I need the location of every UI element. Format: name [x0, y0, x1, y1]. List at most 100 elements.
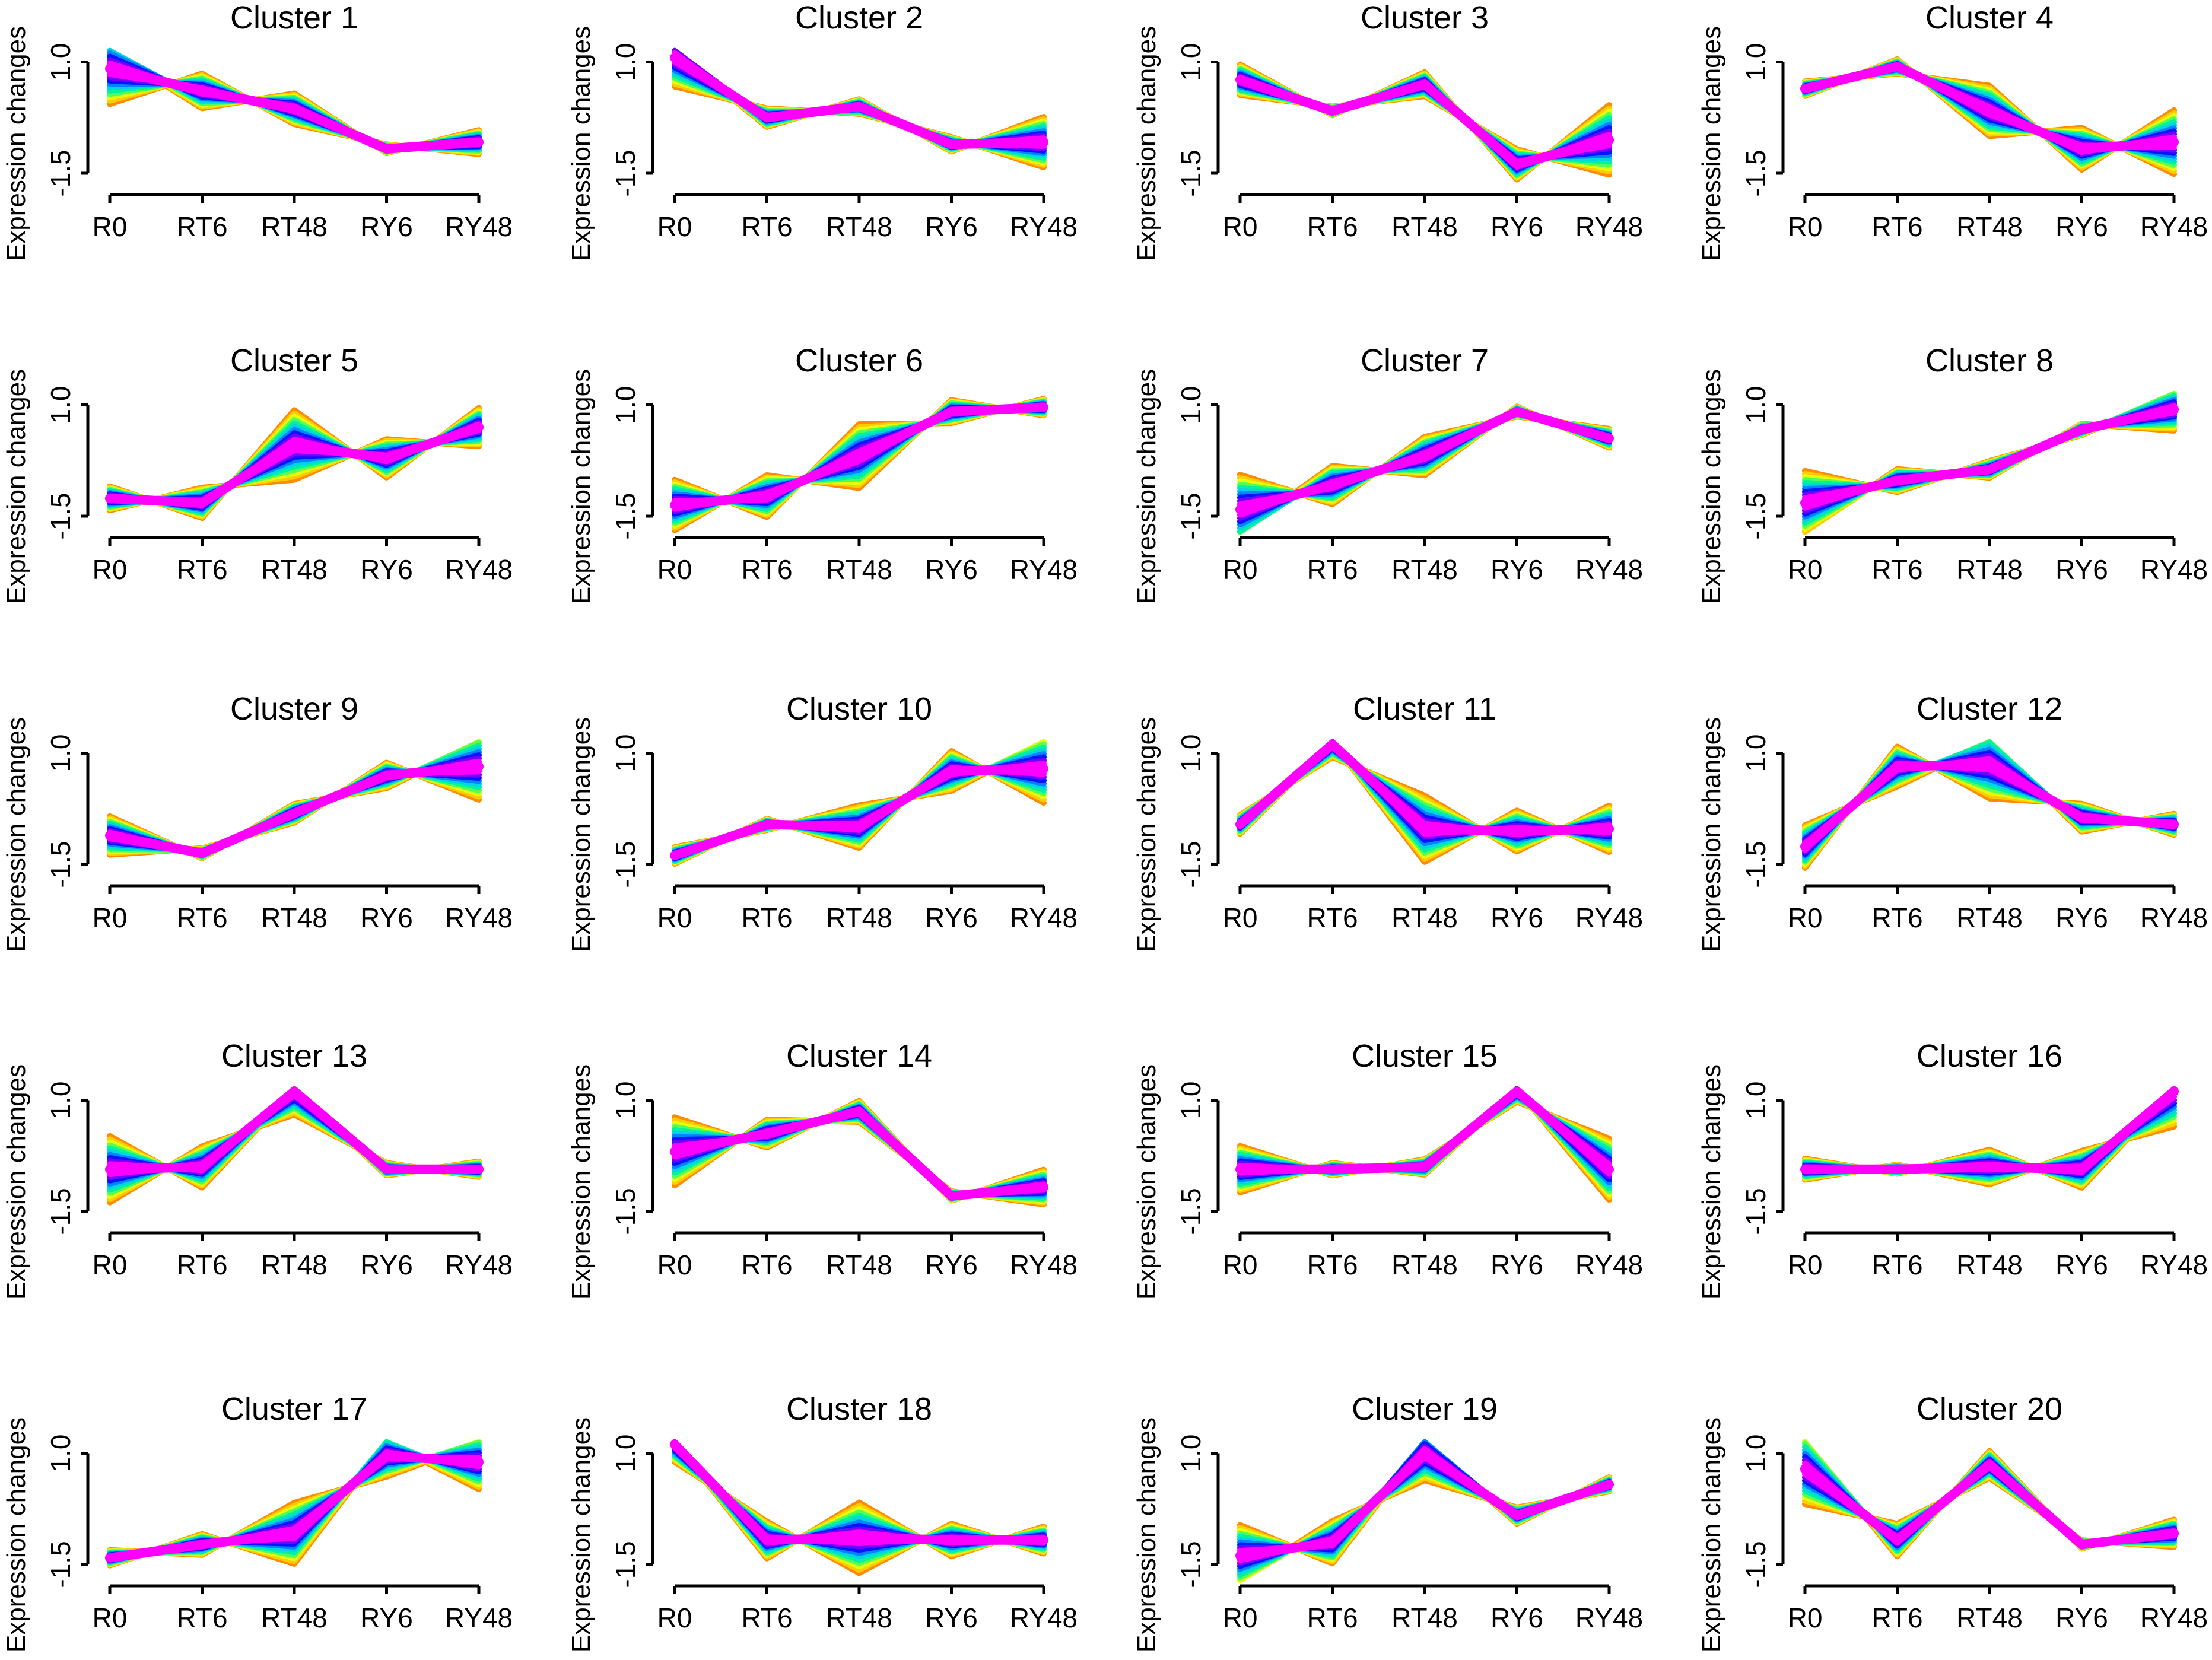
- x-tick-label: RT48: [1956, 554, 2023, 585]
- cluster-panel-13: Cluster 13 Expression changes 1.0 -1.5 R0 RT6…: [2, 1038, 513, 1299]
- x-tick-label: RY6: [1490, 902, 1543, 933]
- y-tick-label: -1.5: [610, 150, 641, 196]
- x-tick-label: RT48: [261, 554, 328, 585]
- x-tick-label: RY48: [1010, 902, 1078, 933]
- x-tick-label: RY48: [1010, 1602, 1078, 1633]
- cluster-panel-2: Cluster 2 Expression changes 1.0 -1.5 R0 RT6 R…: [567, 0, 1078, 261]
- y-tick-label: -1.5: [1740, 1541, 1771, 1588]
- profile-line: [1237, 1477, 1612, 1583]
- profile-line: [672, 1111, 1047, 1198]
- cluster-panel-16: Cluster 16 Expression changes 1.0 -1.5 R0 RT6…: [1697, 1038, 2208, 1299]
- x-tick-label: RY6: [360, 211, 413, 242]
- x-tick-label: RT48: [1391, 1249, 1458, 1280]
- profile-line: [1237, 1474, 1612, 1583]
- y-tick-label: -1.5: [1740, 841, 1771, 888]
- x-tick-label: RY48: [1575, 1249, 1643, 1280]
- x-tick-label: RT6: [176, 902, 227, 933]
- y-tick-label: 1.0: [1740, 386, 1771, 424]
- x-tick-label: RY48: [445, 902, 513, 933]
- cluster-panel-4: Cluster 4 Expression changes 1.0 -1.5 R0 RT6 R…: [1697, 0, 2208, 261]
- x-tick-label: RT48: [1956, 211, 2023, 242]
- x-tick-label: RT48: [826, 1249, 892, 1280]
- profile-line: [1237, 1467, 1612, 1578]
- x-tick-label: RT6: [1871, 211, 1922, 242]
- x-tick-label: R0: [1788, 1249, 1823, 1280]
- y-tick-label: -1.5: [1740, 1188, 1771, 1235]
- cluster-panel-6: Cluster 6 Expression changes 1.0 -1.5 R0 RT6 R…: [567, 343, 1078, 604]
- x-tick-label: R0: [657, 211, 692, 242]
- centroid-line: [1235, 75, 1614, 169]
- cluster-panel-17: Cluster 17 Expression changes 1.0 -1.5 R0 RT6…: [2, 1391, 513, 1652]
- x-tick-label: RT48: [826, 554, 892, 585]
- cluster-panel-12: Cluster 12 Expression changes 1.0 -1.5 R0 RT6…: [1697, 691, 2208, 952]
- x-tick-label: R0: [1788, 902, 1823, 933]
- x-tick-label: R0: [657, 1249, 692, 1280]
- y-tick-label: -1.5: [610, 492, 641, 539]
- x-tick-label: R0: [657, 554, 692, 585]
- x-tick-label: RY6: [360, 554, 413, 585]
- cluster-title: Cluster 19: [1352, 1391, 1498, 1427]
- y-axis-label: Expression changes: [1697, 26, 1726, 261]
- cluster-title: Cluster 15: [1352, 1038, 1498, 1074]
- x-tick-label: RY6: [1490, 211, 1543, 242]
- y-axis-label: Expression changes: [1132, 1417, 1161, 1652]
- profile-line: [107, 1111, 482, 1206]
- y-tick-label: 1.0: [610, 734, 641, 772]
- x-tick-label: RT6: [741, 211, 792, 242]
- x-tick-label: RY6: [1490, 1602, 1543, 1633]
- x-tick-label: RT48: [1391, 554, 1458, 585]
- y-tick-label: -1.5: [1740, 492, 1771, 539]
- y-tick-label: 1.0: [1740, 43, 1771, 81]
- x-tick-label: RT48: [1956, 902, 2023, 933]
- x-tick-label: RT6: [1871, 902, 1922, 933]
- centroid-line: [670, 1439, 1048, 1545]
- y-axis-label: Expression changes: [567, 1417, 596, 1652]
- profile-line: [107, 1107, 482, 1200]
- x-tick-label: RT6: [1307, 1602, 1358, 1633]
- x-tick-label: R0: [93, 211, 128, 242]
- x-tick-label: R0: [93, 554, 128, 585]
- x-tick-label: RY48: [445, 211, 513, 242]
- cluster-title: Cluster 7: [1361, 343, 1489, 379]
- y-axis-label: Expression changes: [2, 717, 31, 952]
- x-tick-label: RY48: [445, 1249, 513, 1280]
- y-tick-label: -1.5: [610, 1541, 641, 1588]
- y-axis-label: Expression changes: [567, 369, 596, 604]
- x-tick-label: RY6: [2055, 1602, 2108, 1633]
- x-tick-label: RY48: [1575, 1602, 1643, 1633]
- cluster-title: Cluster 6: [795, 343, 923, 379]
- cluster-title: Cluster 17: [221, 1391, 367, 1427]
- x-tick-label: RY48: [1575, 211, 1643, 242]
- y-axis-label: Expression changes: [1132, 717, 1161, 952]
- profile-line: [672, 1112, 1047, 1198]
- x-tick-label: RY6: [1490, 554, 1543, 585]
- x-tick-label: RT6: [741, 1602, 792, 1633]
- y-tick-label: -1.5: [1175, 492, 1206, 539]
- x-tick-label: RT48: [1391, 902, 1458, 933]
- y-axis-label: Expression changes: [1697, 1064, 1726, 1299]
- centroid-line: [1235, 406, 1614, 514]
- centroid-line: [1800, 62, 2179, 154]
- x-tick-label: RT6: [176, 211, 227, 242]
- x-tick-label: RY6: [360, 902, 413, 933]
- x-tick-label: RT48: [261, 1249, 328, 1280]
- y-tick-label: 1.0: [1740, 1435, 1771, 1473]
- y-tick-label: -1.5: [45, 841, 76, 888]
- y-tick-label: 1.0: [1740, 734, 1771, 772]
- cluster-panel-18: Cluster 18 Expression changes 1.0 -1.5 R0 RT6…: [567, 1391, 1078, 1652]
- x-tick-label: R0: [1223, 211, 1258, 242]
- y-tick-label: 1.0: [45, 734, 76, 772]
- cluster-title: Cluster 3: [1361, 0, 1489, 36]
- x-tick-label: R0: [1788, 211, 1823, 242]
- y-tick-label: 1.0: [1175, 386, 1206, 424]
- y-tick-label: -1.5: [1740, 150, 1771, 196]
- x-tick-label: R0: [1223, 1249, 1258, 1280]
- y-tick-label: 1.0: [610, 1435, 641, 1473]
- y-tick-label: -1.5: [1175, 1188, 1206, 1235]
- x-tick-label: RT48: [261, 902, 328, 933]
- x-tick-label: RY48: [1010, 1249, 1078, 1280]
- x-tick-label: RY6: [925, 211, 978, 242]
- x-tick-label: RY6: [1490, 1249, 1543, 1280]
- centroid-line: [1235, 739, 1614, 836]
